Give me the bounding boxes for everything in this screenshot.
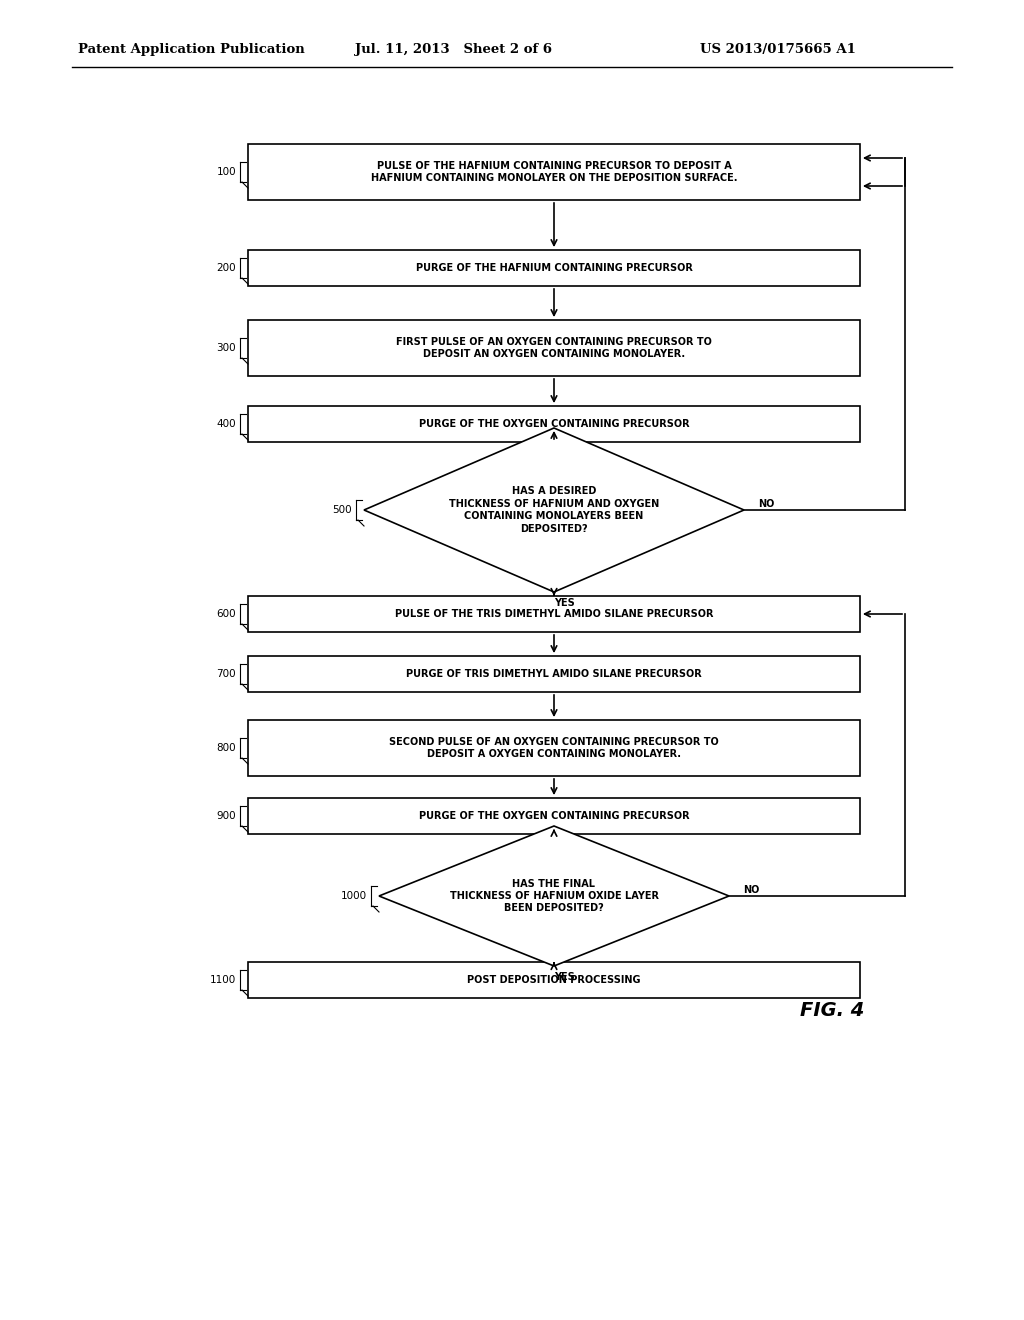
Bar: [248, 249, 860, 286]
Text: 800: 800: [216, 743, 236, 752]
Bar: [248, 656, 860, 692]
Text: YES: YES: [554, 598, 574, 609]
Text: PURGE OF THE HAFNIUM CONTAINING PRECURSOR: PURGE OF THE HAFNIUM CONTAINING PRECURSO…: [416, 263, 692, 273]
Text: NO: NO: [743, 884, 760, 895]
Text: NO: NO: [758, 499, 774, 510]
Bar: [248, 407, 860, 442]
Text: 500: 500: [333, 506, 352, 515]
Text: Patent Application Publication: Patent Application Publication: [78, 44, 305, 57]
Text: 1000: 1000: [341, 891, 367, 902]
Text: PULSE OF THE TRIS DIMETHYL AMIDO SILANE PRECURSOR: PULSE OF THE TRIS DIMETHYL AMIDO SILANE …: [394, 609, 714, 619]
Text: US 2013/0175665 A1: US 2013/0175665 A1: [700, 44, 856, 57]
Text: FIG. 4: FIG. 4: [800, 1001, 864, 1019]
Bar: [248, 144, 860, 201]
Bar: [248, 319, 860, 376]
Text: SECOND PULSE OF AN OXYGEN CONTAINING PRECURSOR TO
DEPOSIT A OXYGEN CONTAINING MO: SECOND PULSE OF AN OXYGEN CONTAINING PRE…: [389, 737, 719, 759]
Text: PULSE OF THE HAFNIUM CONTAINING PRECURSOR TO DEPOSIT A
HAFNIUM CONTAINING MONOLA: PULSE OF THE HAFNIUM CONTAINING PRECURSO…: [371, 161, 737, 183]
Text: 400: 400: [216, 418, 236, 429]
Text: 200: 200: [216, 263, 236, 273]
Bar: [248, 719, 860, 776]
Bar: [248, 799, 860, 834]
Text: 1100: 1100: [210, 975, 236, 985]
Text: 300: 300: [216, 343, 236, 352]
Bar: [248, 597, 860, 632]
Polygon shape: [364, 428, 744, 591]
Text: FIRST PULSE OF AN OXYGEN CONTAINING PRECURSOR TO
DEPOSIT AN OXYGEN CONTAINING MO: FIRST PULSE OF AN OXYGEN CONTAINING PREC…: [396, 337, 712, 359]
Text: 900: 900: [216, 810, 236, 821]
Text: PURGE OF TRIS DIMETHYL AMIDO SILANE PRECURSOR: PURGE OF TRIS DIMETHYL AMIDO SILANE PREC…: [407, 669, 701, 678]
Polygon shape: [379, 826, 729, 966]
Text: Jul. 11, 2013   Sheet 2 of 6: Jul. 11, 2013 Sheet 2 of 6: [355, 44, 552, 57]
Bar: [248, 962, 860, 998]
Text: 600: 600: [216, 609, 236, 619]
Text: 700: 700: [216, 669, 236, 678]
Text: HAS A DESIRED
THICKNESS OF HAFNIUM AND OXYGEN
CONTAINING MONOLAYERS BEEN
DEPOSIT: HAS A DESIRED THICKNESS OF HAFNIUM AND O…: [449, 486, 659, 533]
Text: POST DEPOSITION PROCESSING: POST DEPOSITION PROCESSING: [467, 975, 641, 985]
Text: YES: YES: [554, 972, 574, 982]
Text: PURGE OF THE OXYGEN CONTAINING PRECURSOR: PURGE OF THE OXYGEN CONTAINING PRECURSOR: [419, 810, 689, 821]
Text: HAS THE FINAL
THICKNESS OF HAFNIUM OXIDE LAYER
BEEN DEPOSITED?: HAS THE FINAL THICKNESS OF HAFNIUM OXIDE…: [450, 879, 658, 913]
Text: PURGE OF THE OXYGEN CONTAINING PRECURSOR: PURGE OF THE OXYGEN CONTAINING PRECURSOR: [419, 418, 689, 429]
Text: 100: 100: [216, 168, 236, 177]
